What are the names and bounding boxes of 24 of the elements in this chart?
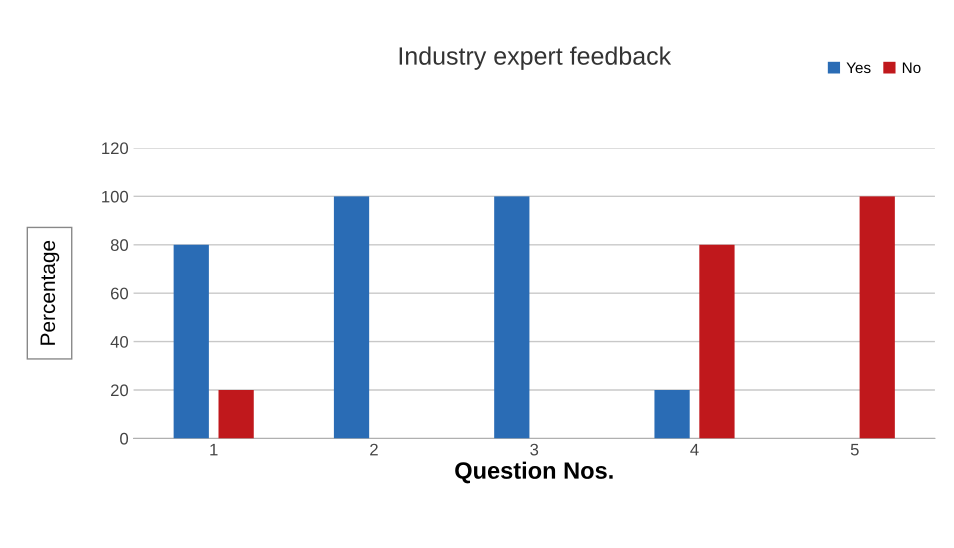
bar [654,390,690,438]
x-tick-label: 3 [530,444,538,456]
chart-title: Industry expert feedback [400,46,672,70]
x-axis-title: Question Nos. [455,462,613,484]
x-tick-label: 2 [370,444,378,456]
y-tick-label: 60 [111,288,128,300]
y-tick-label: 100 [102,190,128,203]
bar [174,244,209,438]
bar [699,244,735,438]
bar [218,390,254,438]
x-tick-label: 4 [690,444,699,456]
x-tick-label: 1 [210,444,218,456]
bar [334,196,370,438]
y-axis-title: Percentage [40,240,60,345]
y-tick-label: 80 [110,239,128,251]
bar [860,196,895,438]
legend-label: No [902,62,921,74]
bar [494,196,530,438]
y-tick-label: 0 [120,432,128,445]
y-tick-label: 20 [111,384,128,396]
x-tick-label: 5 [850,444,859,456]
y-tick-label: 40 [110,336,128,348]
y-tick-label: 120 [102,142,128,154]
legend-label: Yes [846,62,871,74]
